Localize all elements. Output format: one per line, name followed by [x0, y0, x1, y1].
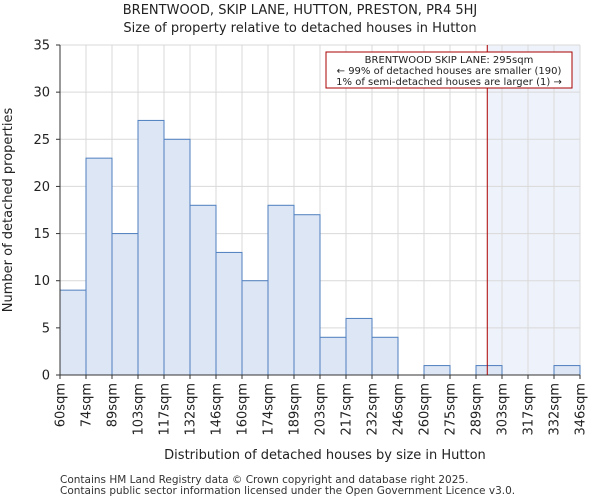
histogram-bar: [293, 214, 321, 376]
histogram-bar: [59, 289, 87, 376]
x-tick-label: 317sqm: [522, 383, 537, 436]
chart-title: BRENTWOOD, SKIP LANE, HUTTON, PRESTON, P…: [122, 3, 478, 18]
marker-shade-region: [487, 45, 580, 375]
x-tick-label: 132sqm: [184, 383, 199, 436]
y-tick-label: 0: [42, 369, 50, 384]
x-tick-label: 246sqm: [392, 383, 407, 436]
histogram-bar: [423, 365, 451, 376]
x-tick-label: 203sqm: [314, 383, 329, 436]
x-tick-label: 189sqm: [288, 383, 303, 436]
x-tick-label: 103sqm: [132, 383, 147, 436]
histogram-bar: [163, 138, 191, 376]
x-tick-label: 174sqm: [262, 383, 277, 436]
histogram-bar: [371, 336, 399, 376]
annotation-box: [325, 51, 573, 89]
histogram-bar: [137, 119, 165, 376]
chart-subtitle: Size of property relative to detached ho…: [123, 21, 477, 36]
histogram-bar: [319, 336, 347, 376]
histogram-bar: [345, 317, 373, 376]
x-tick-label: 346sqm: [574, 383, 589, 436]
annotation-line: ← 99% of detached houses are smaller (19…: [337, 66, 562, 77]
y-tick-label: 25: [33, 133, 50, 148]
histogram-bar: [111, 233, 139, 376]
histogram-bar: [189, 204, 217, 376]
y-tick-label: 35: [33, 39, 50, 54]
x-tick-label: 275sqm: [444, 383, 459, 436]
histogram-bar: [267, 204, 295, 376]
x-tick-label: 289sqm: [470, 383, 485, 436]
footer-copyright: Contains HM Land Registry data © Crown c…: [60, 474, 469, 486]
x-tick-label: 232sqm: [366, 383, 381, 436]
histogram-bar: [85, 157, 113, 376]
annotation-line: BRENTWOOD SKIP LANE: 295sqm: [365, 55, 534, 66]
annotation-line: 1% of semi-detached houses are larger (1…: [336, 77, 562, 88]
x-tick-label: 89sqm: [106, 383, 121, 427]
footer-licence: Contains public sector information licen…: [60, 485, 516, 497]
x-tick-label: 303sqm: [496, 383, 511, 436]
y-tick-label: 30: [33, 86, 50, 101]
x-tick-label: 74sqm: [80, 383, 95, 427]
x-tick-label: 260sqm: [418, 383, 433, 436]
x-tick-label: 146sqm: [210, 383, 225, 436]
x-tick-label: 160sqm: [236, 383, 251, 436]
x-tick-label: 117sqm: [158, 383, 173, 436]
y-tick-label: 10: [33, 274, 50, 289]
x-tick-label: 332sqm: [548, 383, 563, 436]
y-axis-label: Number of detached properties: [1, 108, 16, 313]
histogram-bar: [241, 280, 269, 376]
x-tick-label: 217sqm: [340, 383, 355, 436]
histogram-bar: [475, 365, 503, 376]
histogram-bar: [215, 251, 243, 376]
y-tick-label: 5: [42, 321, 50, 336]
x-axis-label: Distribution of detached houses by size …: [164, 448, 486, 463]
y-tick-label: 20: [33, 180, 50, 195]
y-tick-label: 15: [33, 227, 50, 242]
histogram-bar: [553, 365, 581, 376]
x-tick-label: 60sqm: [54, 383, 69, 427]
